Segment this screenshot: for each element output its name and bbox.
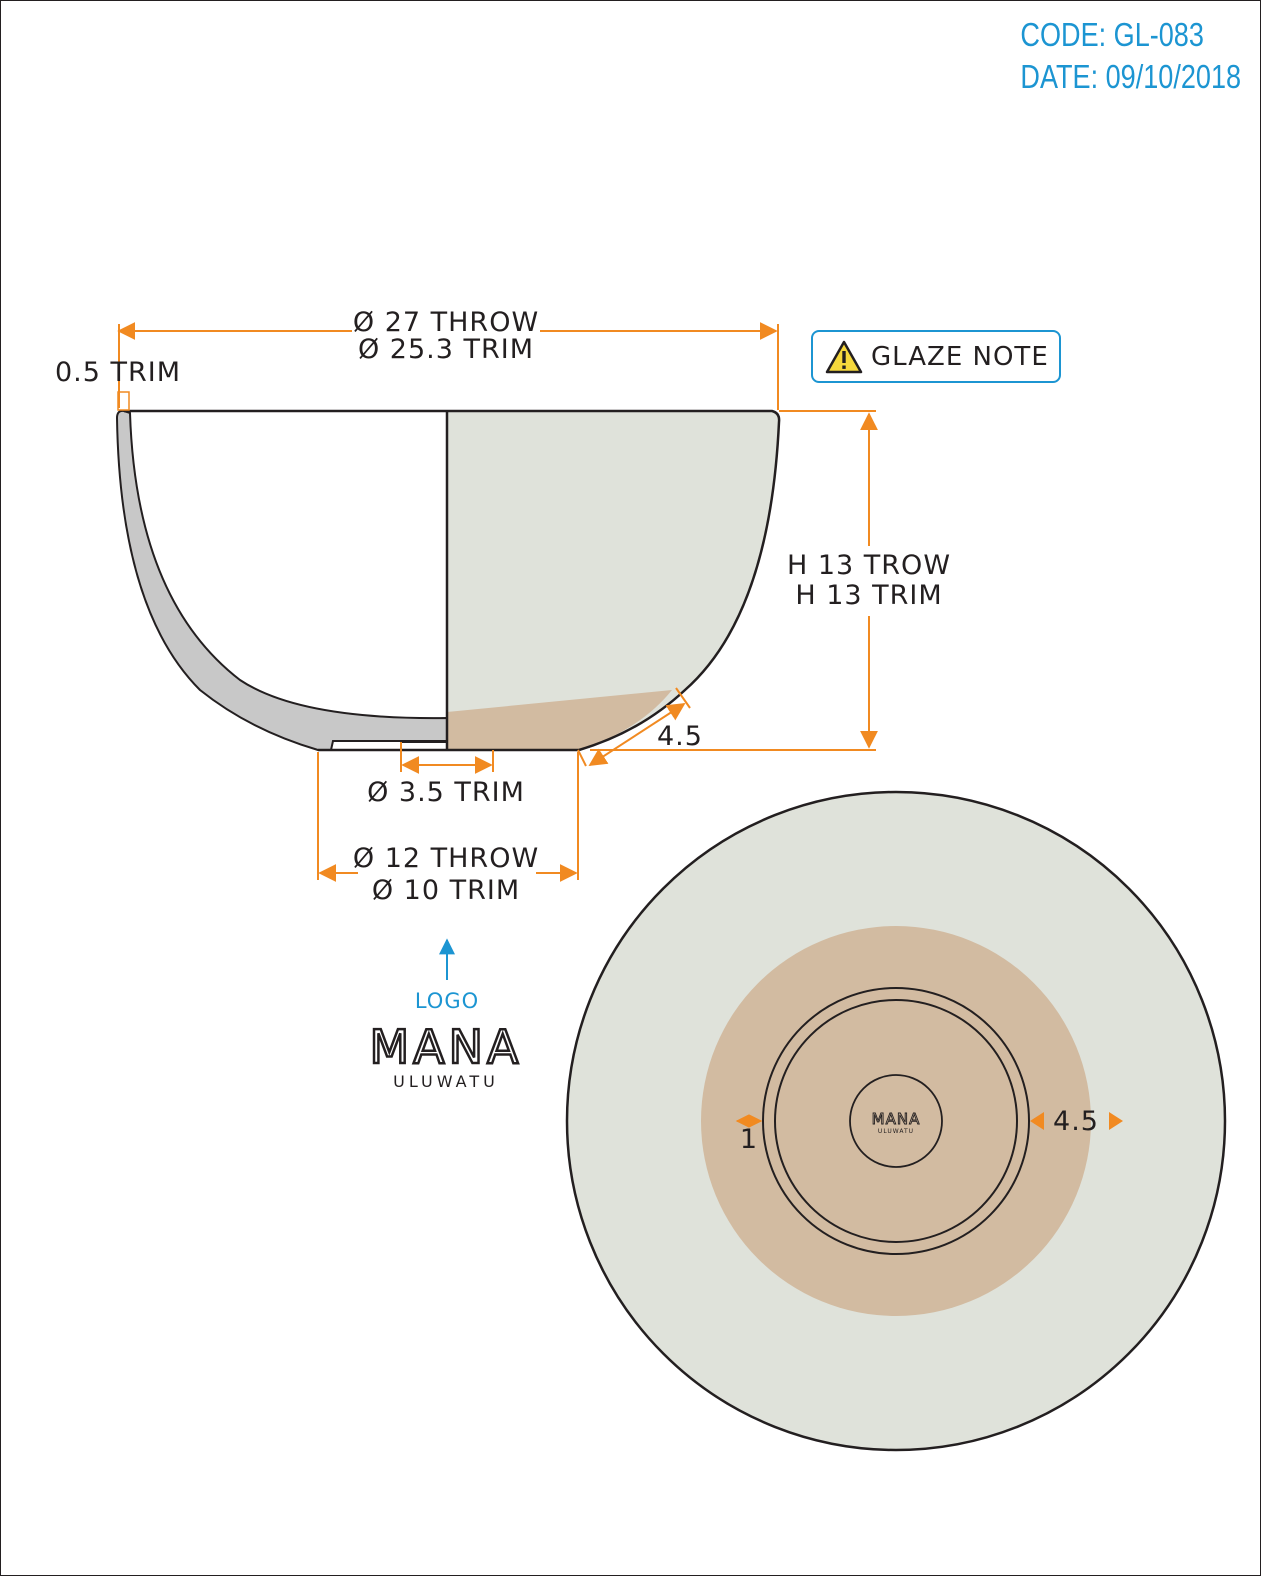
brand-logo: MANA ULUWATU [368,1019,522,1091]
header-block: CODE: GL-083 DATE: 09/10/2018 [1020,14,1241,98]
foot-trim-label: Ø 10 TRIM [372,875,520,906]
unglazed-band-label: 4.5 [657,721,703,752]
bottom-band-label: 4.5 [1053,1106,1099,1137]
glaze-note-button[interactable]: GLAZE NOTE [811,330,1061,383]
wall-trim-label: 0.5 TRIM [55,357,181,388]
product-code: CODE: GL-083 [1020,16,1204,53]
inner-foot-label: Ø 3.5 TRIM [367,777,525,808]
foot-dimension: Ø 12 THROW Ø 10 TRIM [317,752,579,910]
wall-thickness-dimension: 0.5 TRIM [55,357,181,411]
foot-ring-outer [762,987,1030,1255]
bottom-view-unglazed-zone [701,926,1091,1316]
bottom-band-dimension: 4.5 [1030,1106,1123,1137]
brand-logo-subtext: ULUWATU [393,1072,499,1091]
bowl-bottom-view: MANA ULUWATU [565,790,1227,1452]
logo-stamp-subtext: ULUWATU [878,1128,914,1135]
drawing-date: DATE: 09/10/2018 [1020,58,1241,95]
height-trim-label: H 13 TRIM [795,580,942,611]
glaze-note-label: GLAZE NOTE [871,341,1049,372]
foot-ring-dimension: 1 [735,1114,763,1155]
bowl-wall-section [115,409,448,751]
unglazed-band-dimension: 4.5 [577,687,703,767]
logo-pointer-label: LOGO [415,989,479,1013]
logo-stamp-ring [849,1074,943,1168]
warning-icon [825,340,863,373]
logo-stamp-text: MANA [872,1110,921,1128]
height-dimension: H 13 TROW H 13 TRIM [590,410,951,751]
height-throw-label: H 13 TROW [787,550,951,581]
logo-pointer: LOGO [415,938,479,1013]
foot-throw-label: Ø 12 THROW [353,843,539,874]
bowl-side-section [115,409,781,752]
inner-foot-dimension: Ø 3.5 TRIM [367,742,525,808]
rim-dimension: Ø 27 THROW Ø 25.3 TRIM [117,307,779,410]
foot-ring-label: 1 [740,1124,758,1155]
foot-ring-inner [774,999,1018,1243]
brand-logo-text: MANA [369,1020,522,1074]
rim-trim-label: Ø 25.3 TRIM [358,334,534,365]
bowl-exterior-glazed [447,411,780,750]
rim-throw-label: Ø 27 THROW [353,307,539,338]
